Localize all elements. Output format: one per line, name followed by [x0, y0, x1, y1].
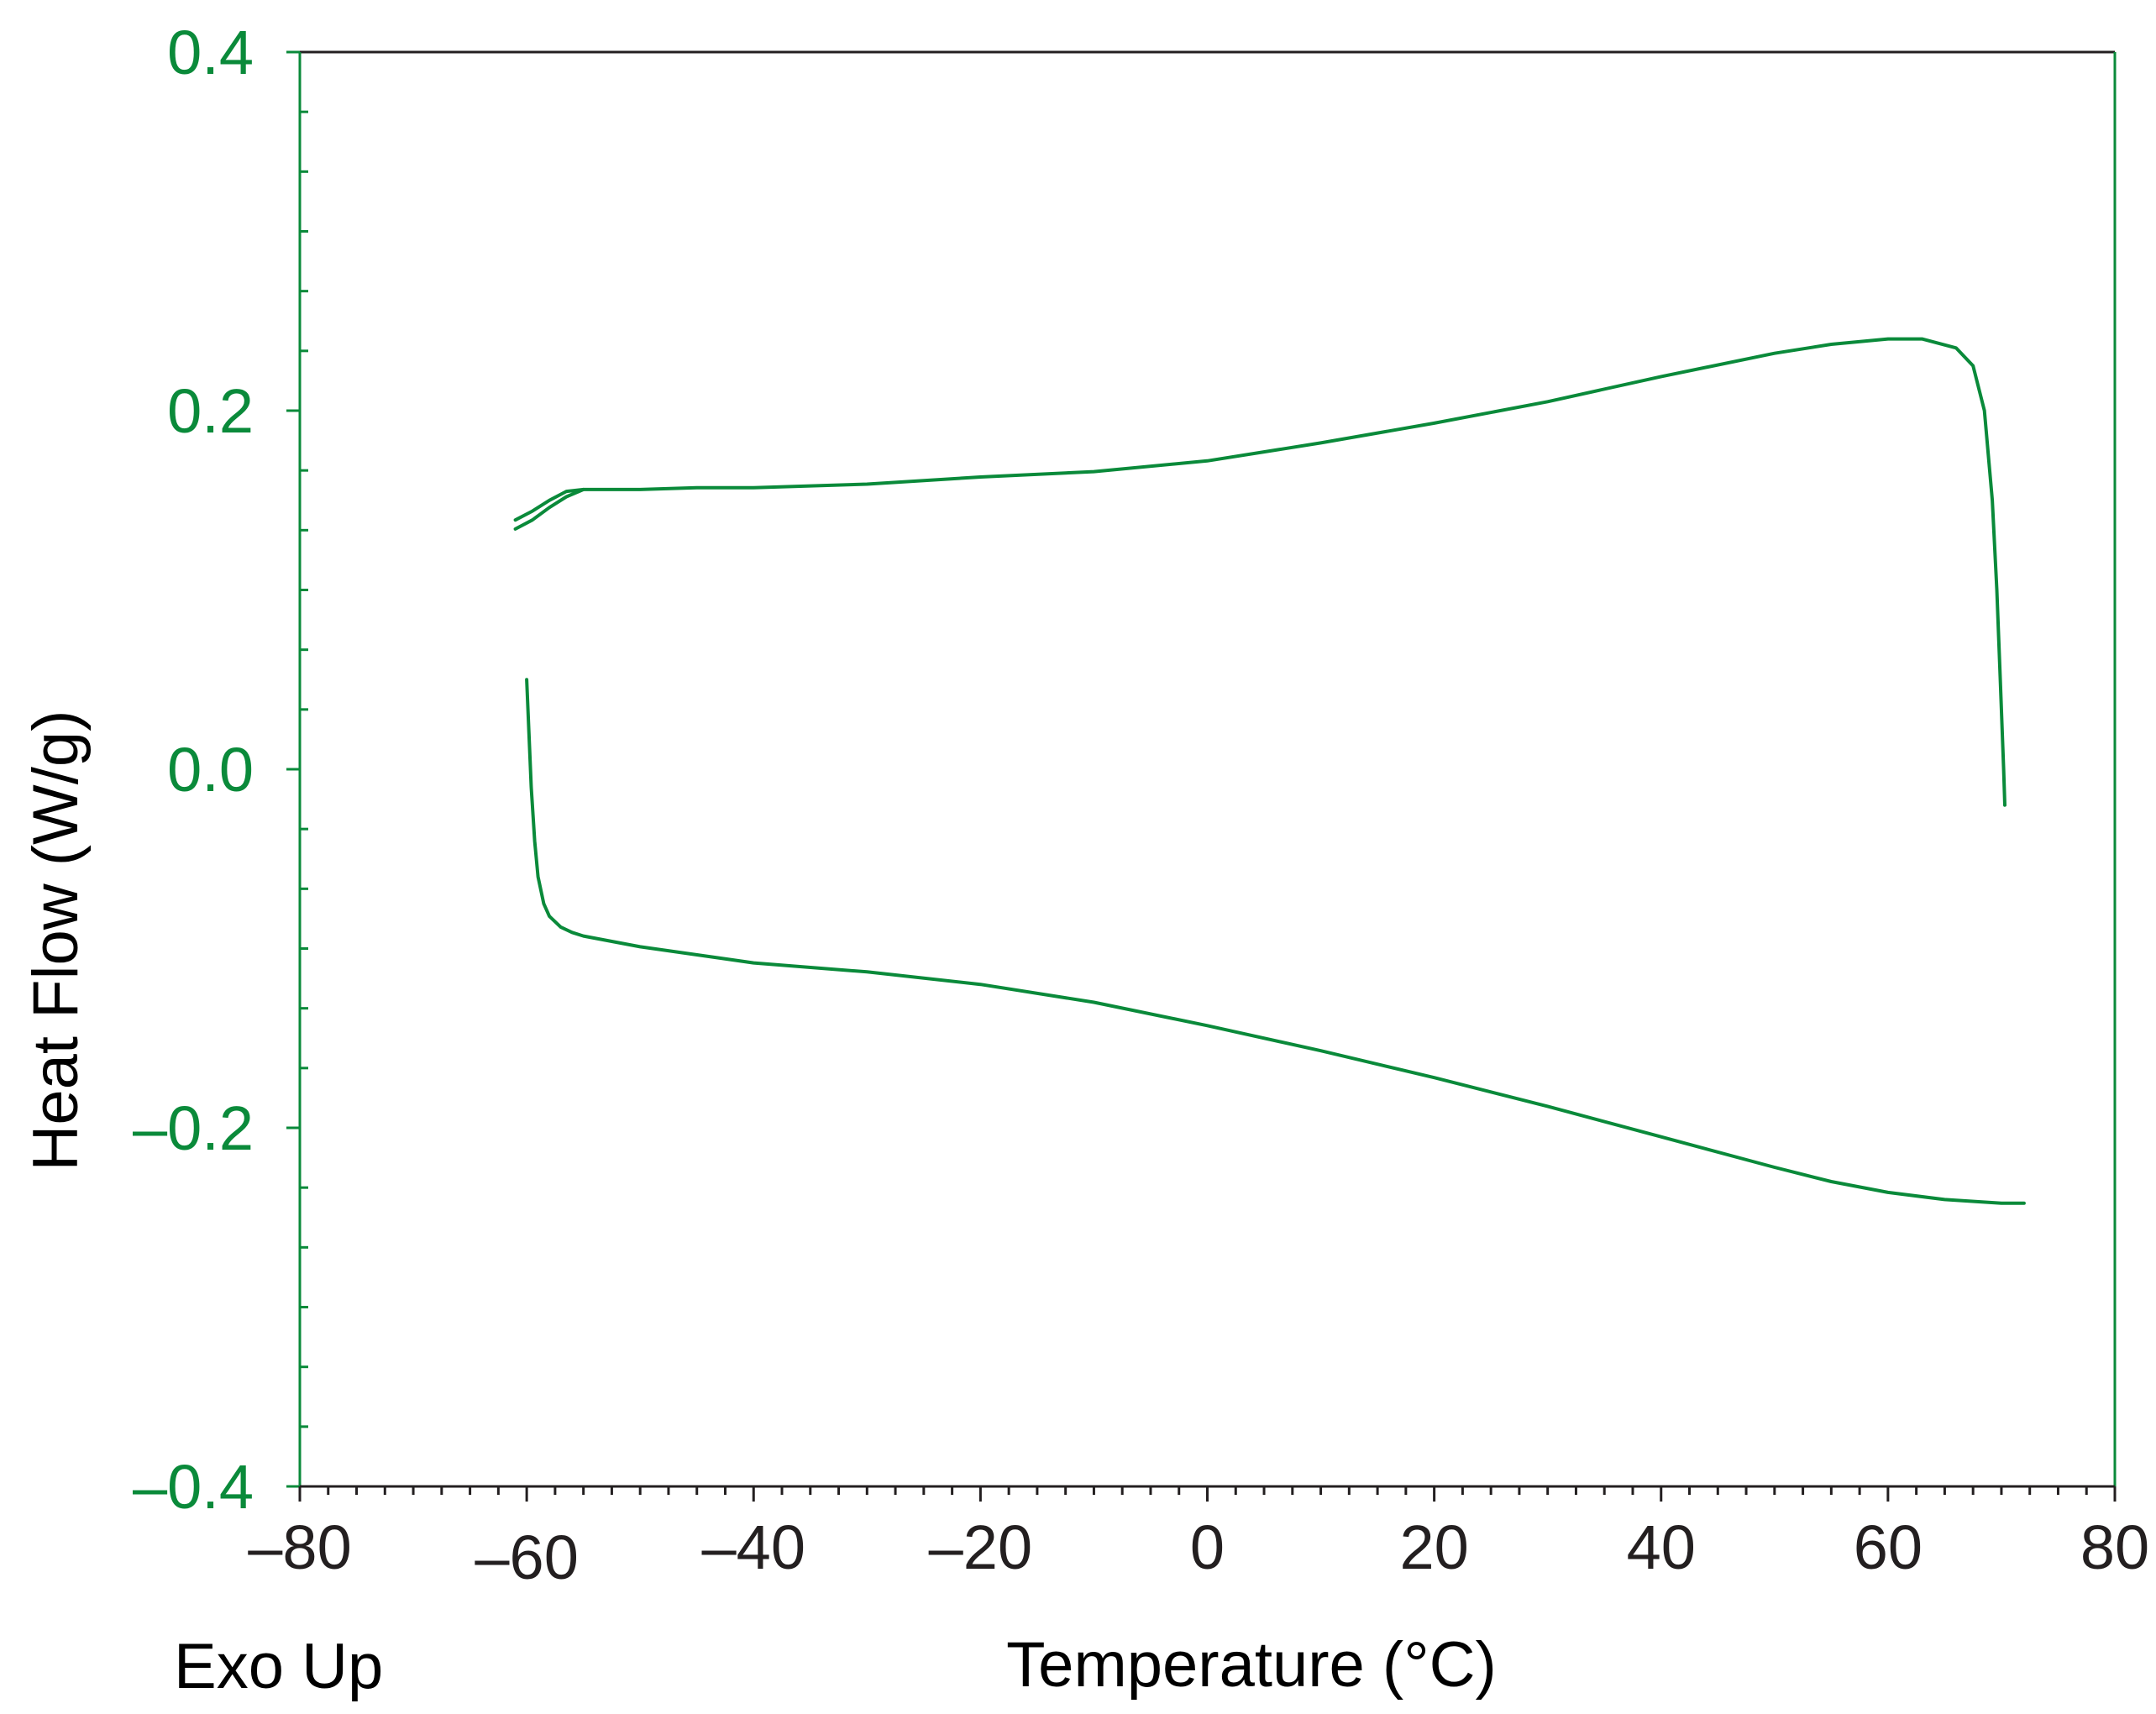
y-tick-label: 0.0 — [167, 735, 254, 805]
series-line-3 — [525, 678, 2026, 1205]
x-tick-label: –80 — [248, 1512, 351, 1582]
x-tick-label: 20 — [1399, 1512, 1468, 1582]
x-tick-label: –20 — [929, 1512, 1032, 1582]
exo-up-label: Exo Up — [174, 1631, 383, 1702]
y-tick-label: –0.2 — [133, 1093, 254, 1163]
y-axis-title: Heat Flow (W/g) — [20, 710, 92, 1171]
x-tick-label: 80 — [2080, 1512, 2149, 1582]
y-tick-label: –0.4 — [133, 1452, 254, 1522]
x-tick-label: 0 — [1190, 1512, 1225, 1582]
x-tick-label: 60 — [1854, 1512, 1923, 1582]
x-tick-label: –40 — [702, 1512, 805, 1582]
series-line-1 — [513, 337, 2006, 807]
x-axis-title: Temperature (°C) — [1006, 1629, 1497, 1701]
y-tick-label: 0.2 — [167, 376, 254, 446]
x-tick-label: –60 — [475, 1523, 578, 1592]
x-tick-label: 40 — [1627, 1512, 1696, 1582]
y-tick-label: 0.4 — [167, 18, 254, 87]
series-line-2 — [513, 487, 585, 531]
